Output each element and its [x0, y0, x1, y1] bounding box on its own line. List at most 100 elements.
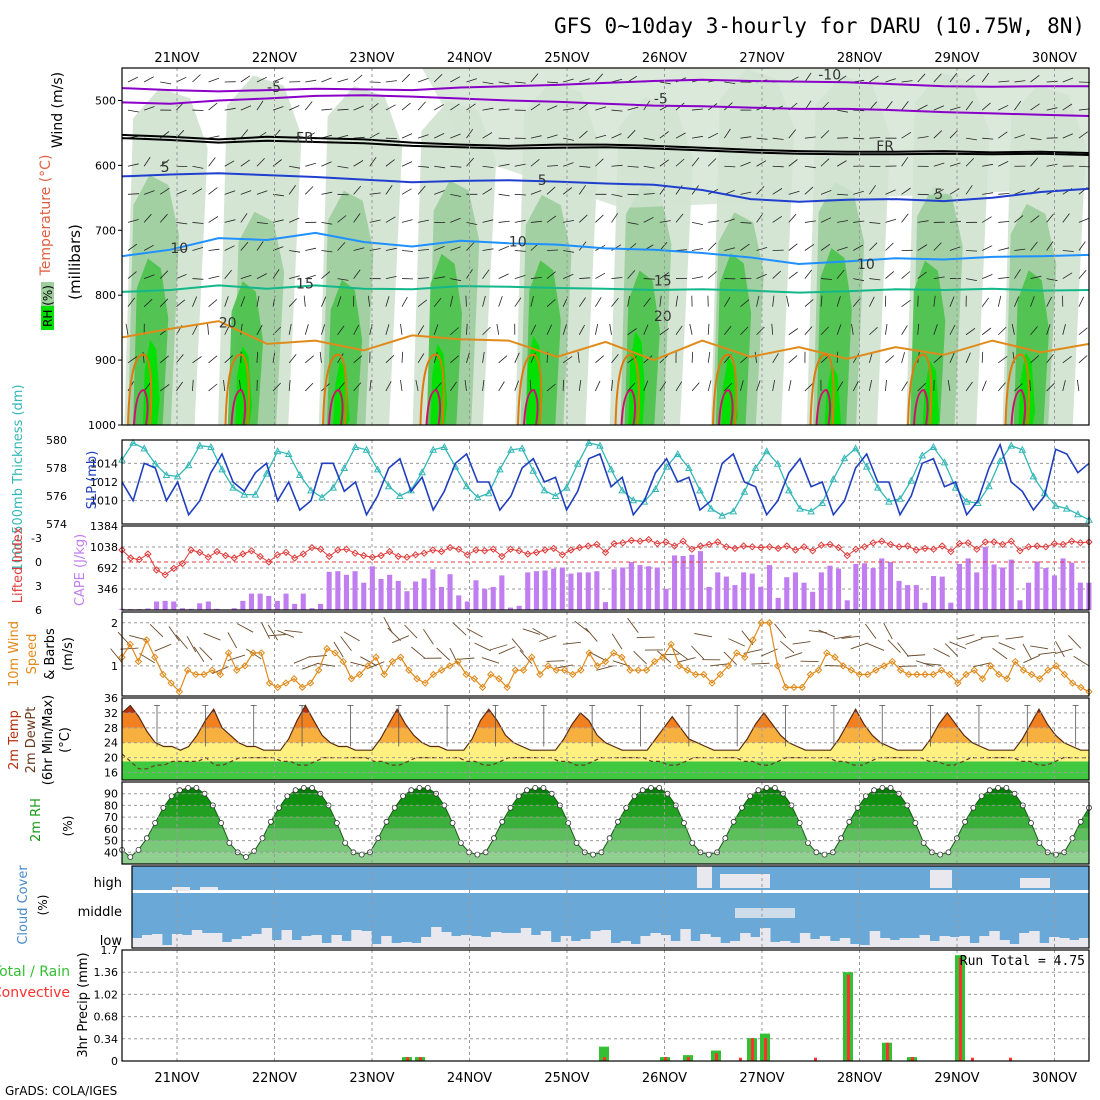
li-point: [1085, 538, 1093, 546]
wind-barb: [1046, 213, 1054, 223]
wind-barb: [433, 74, 443, 83]
wind-axis-label: 10m Wind: [7, 621, 22, 687]
wind-barb: [418, 165, 430, 168]
cape-bar: [430, 569, 436, 610]
wind-barb: [401, 102, 411, 111]
wind-barb: [208, 216, 219, 223]
wind-barb: [579, 103, 589, 111]
li-point: [385, 547, 394, 556]
wind-speed-point: [986, 662, 995, 670]
wind-barb: [944, 643, 959, 657]
wind-barb: [321, 161, 332, 167]
wind-barb: [772, 353, 779, 364]
thickness-point: [218, 465, 226, 473]
wind-barb: [756, 160, 767, 167]
wind-barb: [852, 353, 860, 364]
wind-barb: [1030, 157, 1039, 167]
wind-speed-point: [241, 662, 249, 670]
rh-point: [309, 785, 316, 791]
thickness-point: [1018, 445, 1027, 453]
wind-barb: [369, 219, 381, 223]
cape-bar: [438, 586, 444, 610]
cape-bar: [499, 575, 505, 610]
wind-barb: [820, 326, 829, 336]
low-cloud-bar: [650, 933, 661, 948]
li-point: [325, 552, 333, 561]
cape-tick-label: 346: [97, 583, 118, 596]
low-cloud-bar: [461, 935, 472, 948]
wind-barb: [675, 213, 684, 223]
wind-speed-point: [880, 662, 888, 670]
wind-barb: [267, 624, 279, 641]
low-cloud-bar: [1049, 937, 1060, 948]
rh-point: [854, 804, 861, 811]
wind-barb: [917, 73, 926, 83]
low-cloud-bar: [142, 935, 153, 948]
low-cloud-bar: [301, 936, 312, 948]
temp-axis-label: (°C): [58, 727, 73, 753]
li-point: [843, 551, 851, 560]
date-label-bottom: 28NOV: [837, 1071, 882, 1086]
wind-barb: [659, 355, 669, 364]
cape-bar: [663, 588, 669, 610]
rh-point: [962, 818, 968, 825]
wind-barb: [577, 351, 580, 363]
low-cloud-bar: [1019, 933, 1030, 948]
wind-barb: [772, 215, 783, 223]
rh-band: [122, 840, 1089, 853]
wind-barb: [982, 274, 993, 279]
li-point: [575, 543, 584, 552]
low-cloud-bar: [1009, 944, 1020, 948]
wind-barb: [267, 634, 286, 637]
wind-barb: [897, 642, 910, 657]
wind-barb: [917, 383, 926, 392]
cape-tick-label: 1038: [90, 541, 118, 554]
cape-bar: [577, 572, 583, 610]
wind-speed-point: [249, 649, 257, 657]
wind-barb: [563, 108, 575, 111]
wind-barb: [864, 623, 877, 639]
wind-speed-point: [519, 666, 528, 674]
wind-barb: [434, 190, 445, 195]
thickness-point: [696, 486, 704, 494]
wind-barb: [982, 163, 994, 167]
li-point: [593, 540, 601, 549]
level-label: 800: [95, 289, 116, 302]
wind-barb: [482, 379, 485, 391]
pressure-axis-label: (millibars): [66, 224, 84, 300]
wind-barb: [901, 325, 908, 335]
low-cloud-bar: [341, 941, 352, 948]
wind-barb: [1055, 640, 1065, 658]
wind-barb: [207, 323, 209, 335]
level-label: 900: [95, 354, 116, 367]
thickness-point: [962, 497, 971, 505]
wind-speed-point: [1085, 687, 1093, 696]
wind-speed-point: [741, 653, 749, 661]
wind-barb: [305, 79, 317, 83]
li-point: [256, 552, 264, 561]
thickness-point: [340, 463, 349, 471]
wind-barb: [125, 323, 129, 335]
wind-barb: [980, 635, 999, 639]
wind-barb: [192, 165, 204, 169]
cape-bar: [853, 563, 859, 610]
wind-barb: [852, 297, 861, 307]
panel-frame: [121, 611, 1090, 697]
wind-speed-point: [257, 649, 266, 657]
li-point: [126, 554, 135, 562]
thickness-point: [940, 458, 949, 466]
wind-speed-point: [683, 666, 692, 674]
cape-bar: [1034, 561, 1040, 610]
wind-barb: [998, 277, 1010, 279]
wind-speed-point: [265, 679, 274, 687]
low-cloud-bar: [132, 938, 143, 948]
wind-barb: [498, 646, 516, 655]
wind-barb: [498, 245, 509, 251]
cape-bar: [318, 603, 324, 610]
wind-barb: [321, 108, 333, 111]
cape-bar: [559, 567, 565, 610]
wind-barb: [434, 246, 445, 251]
low-cloud-bar: [710, 937, 721, 948]
wind-speed-point: [905, 670, 913, 679]
thickness-point: [284, 449, 293, 457]
